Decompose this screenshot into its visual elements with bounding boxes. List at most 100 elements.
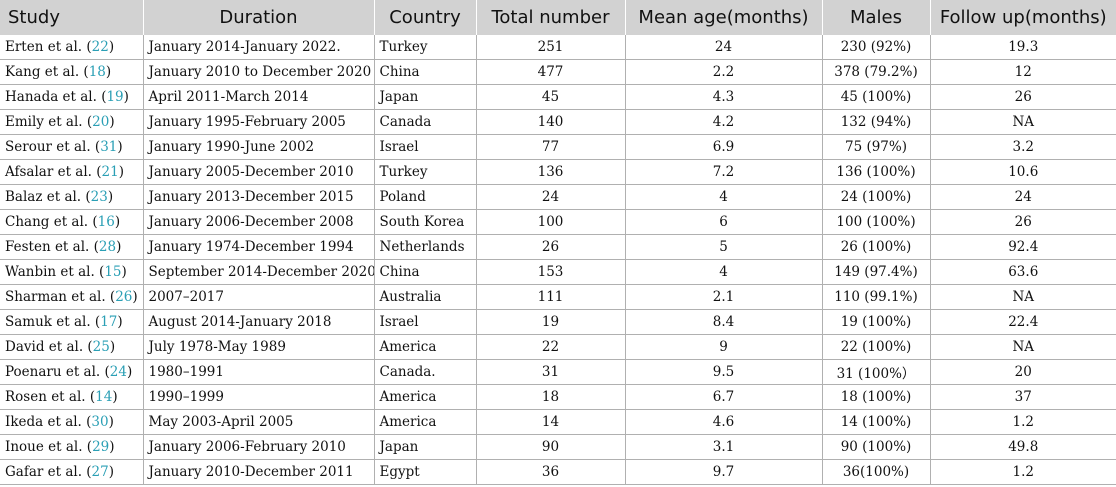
table-row: Rosen et al. (14) 1990–1999 America 18 6… [0, 384, 1116, 410]
males-cell: 14 (100%) [822, 409, 931, 435]
study-cell: Inoue et al. (29) [0, 434, 144, 460]
duration-cell: April 2011-March 2014 [143, 84, 375, 110]
country-cell: China [374, 59, 477, 85]
mean-age-cell: 9.7 [625, 459, 823, 485]
table-row: Kang et al. (18) January 2010 to Decembe… [0, 59, 1116, 85]
study-author: Hanada et al. ( [5, 89, 107, 105]
duration-cell: July 1978-May 1989 [143, 334, 375, 360]
duration-cell: January 2006-December 2008 [143, 209, 375, 235]
ref-close: ) [112, 389, 118, 405]
ref-close: ) [109, 114, 115, 130]
duration-cell: January 2005-December 2010 [143, 159, 375, 185]
reference-link[interactable]: 15 [104, 264, 122, 280]
duration-cell: January 1990-June 2002 [143, 134, 375, 160]
males-cell: 22 (100%) [822, 334, 931, 360]
mean-age-cell: 7.2 [625, 159, 823, 185]
males-cell: 110 (99.1%) [822, 284, 931, 310]
table-row: Chang et al. (16) January 2006-December … [0, 209, 1116, 235]
study-author: Afsalar et al. ( [5, 164, 102, 180]
mean-age-cell: 5 [625, 234, 823, 260]
ref-close: ) [116, 239, 122, 255]
follow-up-cell: 24 [930, 184, 1116, 210]
follow-up-cell: 49.8 [930, 434, 1116, 460]
study-cell: Kang et al. (18) [0, 59, 144, 85]
table-row: Wanbin et al. (15) September 2014-Decemb… [0, 259, 1116, 285]
study-author: Gafar et al. ( [5, 464, 92, 480]
males-cell: 132 (94%) [822, 109, 931, 135]
reference-link[interactable]: 25 [92, 339, 110, 355]
study-cell: Festen et al. (28) [0, 234, 144, 260]
reference-link[interactable]: 22 [91, 39, 109, 55]
duration-cell: September 2014-December 2020 [143, 259, 375, 285]
mean-age-cell: 24 [625, 35, 823, 60]
ref-close: ) [132, 289, 138, 305]
follow-up-cell: NA [930, 109, 1116, 135]
duration-cell: January 2006-February 2010 [143, 434, 375, 460]
table-row: Serour et al. (31) January 1990-June 200… [0, 134, 1116, 160]
total-number-cell: 45 [476, 84, 626, 110]
reference-link[interactable]: 24 [109, 364, 127, 380]
total-number-cell: 100 [476, 209, 626, 235]
study-author: Chang et al. ( [5, 214, 98, 230]
reference-link[interactable]: 20 [92, 114, 110, 130]
reference-link[interactable]: 14 [95, 389, 113, 405]
total-number-cell: 77 [476, 134, 626, 160]
table-row: Samuk et al. (17) August 2014-January 20… [0, 309, 1116, 335]
follow-up-cell: 20 [930, 359, 1116, 385]
mean-age-cell: 9 [625, 334, 823, 360]
study-cell: Poenaru et al. (24) [0, 359, 144, 385]
duration-cell: 2007–2017 [143, 284, 375, 310]
males-cell: 149 (97.4%) [822, 259, 931, 285]
duration-cell: January 2013-December 2015 [143, 184, 375, 210]
reference-link[interactable]: 21 [101, 164, 119, 180]
mean-age-cell: 4.3 [625, 84, 823, 110]
reference-link[interactable]: 26 [115, 289, 133, 305]
follow-up-cell: 3.2 [930, 134, 1116, 160]
mean-age-cell: 4.6 [625, 409, 823, 435]
follow-up-cell: 63.6 [930, 259, 1116, 285]
table-body: Erten et al. (22) January 2014-January 2… [0, 35, 1116, 485]
duration-cell: January 1995-February 2005 [143, 109, 375, 135]
header-mean-age: Mean age(months) [625, 0, 823, 35]
ref-close: ) [123, 89, 129, 105]
reference-link[interactable]: 16 [97, 214, 115, 230]
study-author: Samuk et al. ( [5, 314, 101, 330]
table-row: Balaz et al. (23) January 2013-December … [0, 184, 1116, 210]
reference-link[interactable]: 30 [91, 414, 109, 430]
follow-up-cell: 37 [930, 384, 1116, 410]
total-number-cell: 90 [476, 434, 626, 460]
males-cell: 75 (97%) [822, 134, 931, 160]
duration-cell: January 1974-December 1994 [143, 234, 375, 260]
reference-link[interactable]: 19 [106, 89, 124, 105]
mean-age-cell: 4 [625, 184, 823, 210]
reference-link[interactable]: 23 [90, 189, 108, 205]
total-number-cell: 111 [476, 284, 626, 310]
males-cell: 24 (100%) [822, 184, 931, 210]
study-cell: Samuk et al. (17) [0, 309, 144, 335]
total-number-cell: 140 [476, 109, 626, 135]
reference-link[interactable]: 18 [88, 64, 106, 80]
reference-link[interactable]: 17 [100, 314, 118, 330]
table-row: Gafar et al. (27) January 2010-December … [0, 459, 1116, 485]
reference-link[interactable]: 29 [92, 439, 110, 455]
study-author: Sharman et al. ( [5, 289, 116, 305]
study-cell: Balaz et al. (23) [0, 184, 144, 210]
follow-up-cell: 92.4 [930, 234, 1116, 260]
study-cell: Sharman et al. (26) [0, 284, 144, 310]
duration-cell: 1980–1991 [143, 359, 375, 385]
country-cell: Canada. [374, 359, 477, 385]
reference-link[interactable]: 31 [100, 139, 118, 155]
ref-close: ) [108, 464, 115, 480]
country-cell: South Korea [374, 209, 477, 235]
study-cell: Rosen et al. (14) [0, 384, 144, 410]
country-cell: Turkey [374, 159, 477, 185]
country-cell: Australia [374, 284, 477, 310]
table-row: Festen et al. (28) January 1974-December… [0, 234, 1116, 260]
males-cell: 378 (79.2%) [822, 59, 931, 85]
ref-close: ) [117, 314, 123, 330]
mean-age-cell: 8.4 [625, 309, 823, 335]
total-number-cell: 26 [476, 234, 626, 260]
reference-link[interactable]: 28 [98, 239, 117, 255]
reference-link[interactable]: 27 [91, 464, 109, 480]
